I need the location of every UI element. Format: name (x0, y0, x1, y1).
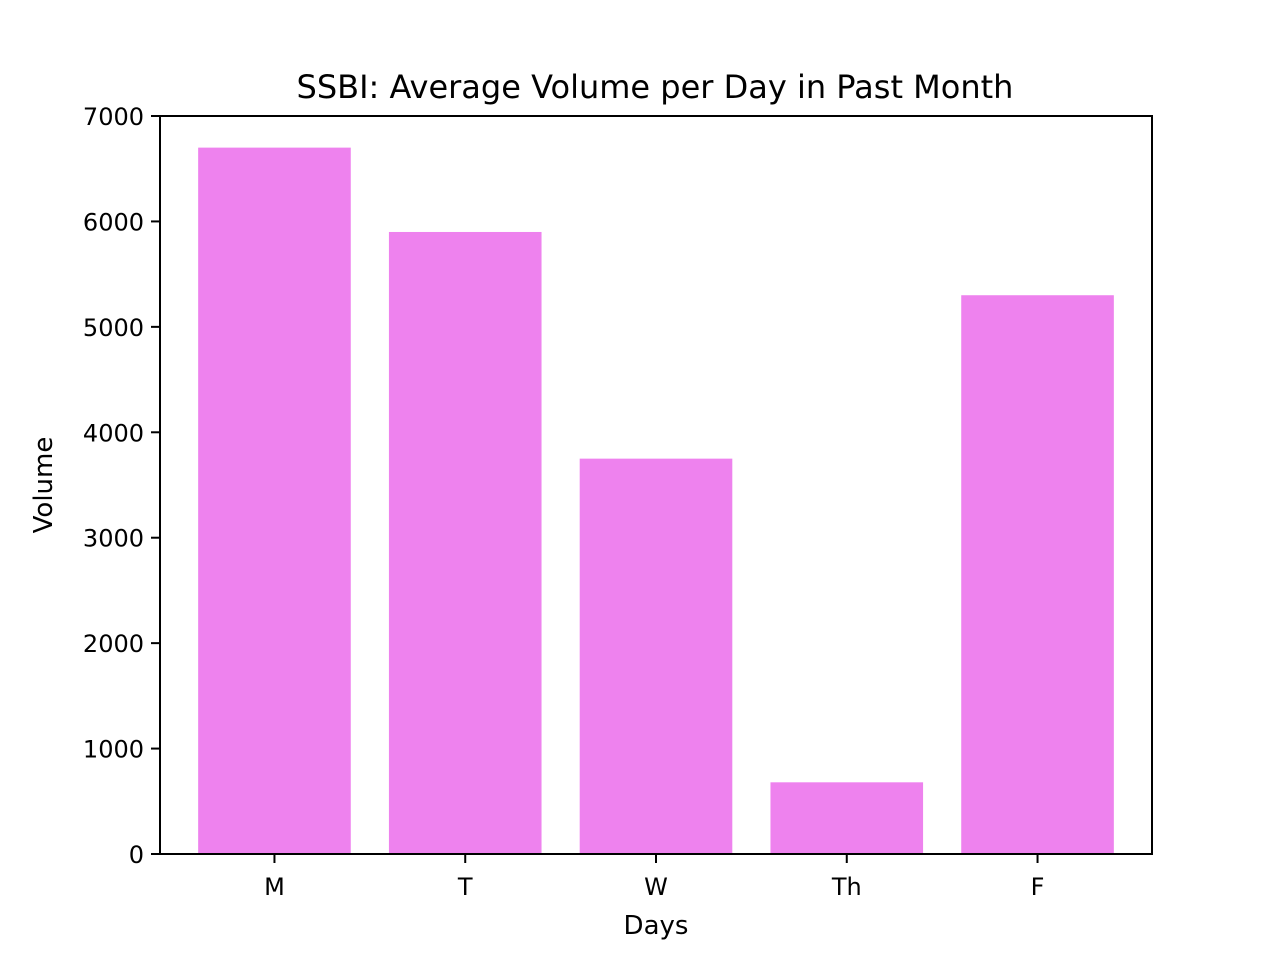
y-axis-ticks: 0 1000 2000 3000 4000 5000 6000 7000 (83, 103, 160, 869)
x-tick-label: T (457, 873, 473, 901)
y-axis-label: Volume (29, 437, 59, 534)
y-tick-label: 3000 (83, 525, 144, 553)
chart-title: SSBI: Average Volume per Day in Past Mon… (297, 68, 1014, 106)
bar-M (198, 147, 351, 855)
x-tick-label: M (264, 873, 285, 901)
y-tick-label: 1000 (83, 736, 144, 764)
bar-T (388, 231, 542, 854)
y-tick-label: 4000 (83, 419, 144, 447)
x-tick-label: W (644, 873, 668, 901)
bars-group (198, 147, 1114, 855)
x-tick-label: Th (831, 873, 862, 901)
bar-Th (770, 782, 924, 854)
y-tick-label: 5000 (83, 314, 144, 342)
x-axis-label: Days (624, 911, 689, 941)
y-tick-label: 6000 (83, 208, 144, 236)
x-axis-ticks: M T W Th F (264, 854, 1044, 901)
plot-frame (159, 115, 1153, 855)
y-tick-label: 2000 (83, 630, 144, 658)
y-tick-label: 0 (129, 841, 144, 869)
bar-F (961, 295, 1114, 854)
y-tick-label: 7000 (83, 103, 144, 131)
x-tick-label: F (1031, 873, 1045, 901)
bar-W (579, 458, 733, 854)
